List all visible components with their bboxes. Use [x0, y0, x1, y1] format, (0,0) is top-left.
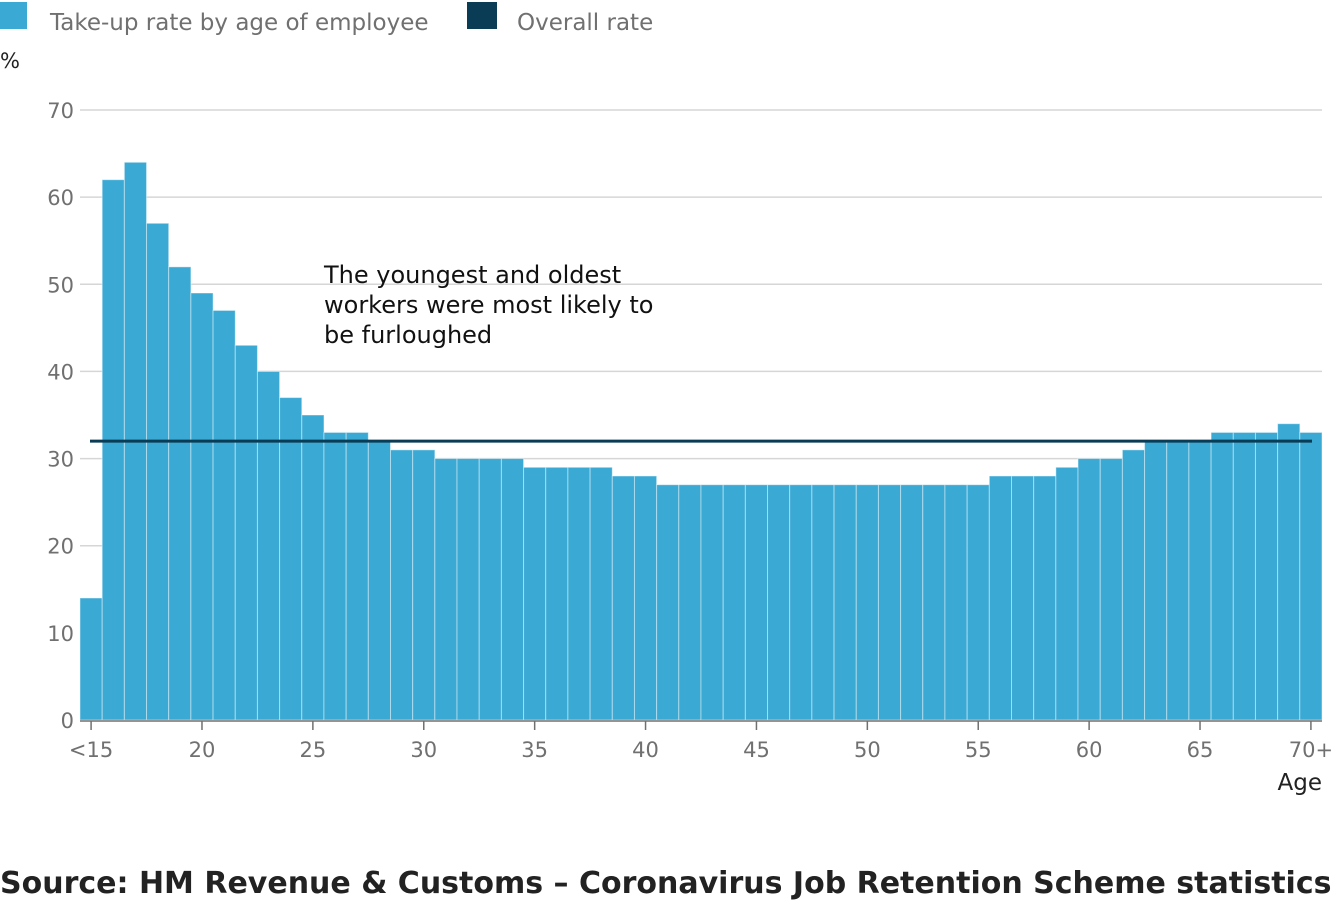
bar-age-70+: [1299, 431, 1323, 721]
bar-age-45: [744, 484, 769, 721]
bar-age-40: [633, 475, 658, 721]
bar-age-30: [412, 449, 436, 721]
legend-swatch-overall-rate: [467, 2, 497, 29]
bar-age-26: [323, 431, 347, 721]
bar-age-48: [811, 484, 835, 721]
y-tick-label-60: 60: [47, 186, 74, 210]
bar-age-29: [390, 449, 414, 721]
x-tick-label-20: 20: [189, 738, 216, 762]
bar-age-35: [523, 466, 547, 721]
bar-age-43: [700, 484, 724, 721]
bar-age-21: [212, 309, 236, 721]
bar-age-61: [1099, 458, 1123, 721]
bar-age-66: [1210, 431, 1234, 721]
bar-age-56: [988, 475, 1012, 721]
bar-age-58: [1033, 475, 1057, 721]
y-tick-label-40: 40: [47, 360, 74, 384]
bar-age-37: [567, 466, 591, 721]
bar-age-36: [545, 466, 569, 721]
annotation-line-1: The youngest and oldest: [323, 261, 621, 289]
bar-age-<15: [79, 597, 103, 721]
annotation: The youngest and oldest workers were mos…: [323, 261, 653, 349]
bar-age-51: [877, 484, 902, 721]
bar-age-23: [256, 370, 281, 721]
x-tick-label-35: 35: [521, 738, 548, 762]
bar-age-24: [279, 397, 303, 721]
bars: [79, 161, 1323, 721]
bar-age-39: [611, 475, 635, 721]
bar-age-38: [589, 466, 613, 721]
legend-label-overall-rate: Overall rate: [517, 10, 653, 36]
annotation-line-3: be furloughed: [324, 321, 492, 349]
x-tick-label-70: 70+: [1289, 738, 1332, 762]
x-tick-label-25: 25: [300, 738, 327, 762]
bar-age-54: [944, 484, 968, 721]
bar-age-60: [1077, 458, 1101, 721]
y-tick-label-10: 10: [47, 622, 74, 646]
y-tick-label-0: 0: [61, 709, 74, 733]
bar-age-68: [1254, 431, 1279, 721]
bar-age-52: [900, 484, 924, 721]
bar-age-18: [146, 222, 170, 721]
x-tick-label-45: 45: [743, 738, 770, 762]
bar-age-44: [722, 484, 746, 721]
x-tick-label-60: 60: [1076, 738, 1103, 762]
x-axis-unit-label: Age: [1278, 770, 1322, 796]
bar-age-33: [478, 458, 502, 721]
bar-age-63: [1144, 440, 1168, 721]
x-tick-label-40: 40: [632, 738, 659, 762]
y-tick-label-30: 30: [47, 448, 74, 472]
bar-age-53: [922, 484, 946, 721]
y-axis-unit-label: %: [0, 49, 20, 73]
x-axis-ticks: <15 20 25 30 35 40 45 50 55 60 65 70+: [69, 721, 1332, 762]
y-tick-label-70: 70: [47, 99, 74, 123]
x-tick-label-15: <15: [69, 738, 113, 762]
bar-age-42: [678, 484, 702, 721]
bar-age-62: [1121, 449, 1146, 721]
source-note: Source: HM Revenue & Customs – Coronavir…: [0, 866, 1331, 901]
bar-age-41: [656, 484, 680, 721]
bar-age-55: [966, 484, 990, 721]
bar-age-32: [456, 458, 480, 721]
bar-age-50: [855, 484, 879, 721]
bar-age-25: [301, 414, 325, 721]
x-tick-label-30: 30: [410, 738, 437, 762]
bar-age-34: [500, 458, 525, 721]
legend-swatch-take-up-rate: [0, 2, 27, 29]
bar-age-49: [833, 484, 857, 721]
bar-age-46: [767, 484, 791, 721]
y-axis-ticks: 0 10 20 30 40 50 60 70: [47, 99, 74, 733]
legend-label-take-up-rate: Take-up rate by age of employee: [49, 10, 429, 36]
bar-age-28: [367, 440, 392, 721]
x-tick-label-50: 50: [854, 738, 881, 762]
bar-age-31: [434, 458, 458, 721]
bar-age-16: [101, 179, 125, 721]
bar-age-69: [1277, 423, 1301, 721]
annotation-line-2: workers were most likely to: [324, 291, 653, 319]
bar-age-22: [234, 344, 258, 721]
x-tick-label-55: 55: [965, 738, 992, 762]
bar-age-59: [1055, 466, 1079, 721]
legend: Take-up rate by age of employee Overall …: [0, 2, 653, 36]
bar-age-64: [1166, 440, 1190, 721]
bar-age-47: [789, 484, 813, 721]
bar-age-19: [168, 266, 192, 721]
y-tick-label-20: 20: [47, 535, 74, 559]
bar-age-57: [1011, 475, 1035, 721]
y-tick-label-50: 50: [47, 273, 74, 297]
bar-age-20: [190, 292, 214, 721]
bar-age-27: [345, 431, 369, 721]
x-tick-label-65: 65: [1187, 738, 1214, 762]
bar-age-65: [1188, 440, 1212, 721]
bar-age-67: [1232, 431, 1256, 721]
